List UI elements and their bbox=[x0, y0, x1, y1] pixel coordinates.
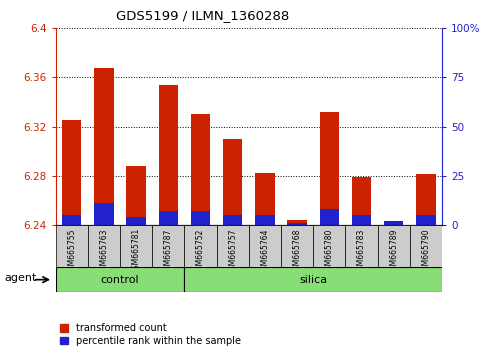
Bar bbox=[287, 220, 307, 225]
Text: silica: silica bbox=[299, 275, 327, 285]
Bar bbox=[255, 173, 274, 225]
Bar bbox=[320, 209, 339, 225]
Bar bbox=[345, 225, 378, 267]
Bar bbox=[191, 114, 210, 225]
Text: GSM665763: GSM665763 bbox=[99, 228, 108, 275]
Bar bbox=[94, 203, 114, 225]
Bar bbox=[216, 225, 249, 267]
Text: GSM665780: GSM665780 bbox=[325, 228, 334, 275]
Text: GSM665752: GSM665752 bbox=[196, 228, 205, 275]
Text: GSM665755: GSM665755 bbox=[67, 228, 76, 275]
Bar bbox=[158, 211, 178, 225]
Bar bbox=[281, 225, 313, 267]
Bar bbox=[320, 112, 339, 225]
Text: control: control bbox=[100, 275, 139, 285]
Text: agent: agent bbox=[5, 273, 37, 283]
Bar bbox=[127, 217, 146, 225]
Bar bbox=[62, 120, 81, 225]
Text: GSM665764: GSM665764 bbox=[260, 228, 270, 275]
Bar bbox=[152, 225, 185, 267]
Bar bbox=[313, 225, 345, 267]
Bar bbox=[416, 175, 436, 225]
Legend: transformed count, percentile rank within the sample: transformed count, percentile rank withi… bbox=[60, 323, 241, 346]
Bar bbox=[416, 215, 436, 225]
Bar bbox=[158, 85, 178, 225]
Bar bbox=[352, 215, 371, 225]
Bar bbox=[127, 166, 146, 225]
Bar bbox=[378, 225, 410, 267]
Bar bbox=[191, 211, 210, 225]
Bar bbox=[384, 221, 403, 225]
Bar bbox=[223, 139, 242, 225]
Bar bbox=[56, 225, 88, 267]
Bar bbox=[352, 177, 371, 225]
Bar bbox=[94, 68, 114, 225]
Text: GSM665789: GSM665789 bbox=[389, 228, 398, 275]
Bar bbox=[120, 225, 152, 267]
Bar bbox=[62, 215, 81, 225]
Text: GSM665757: GSM665757 bbox=[228, 228, 237, 275]
Text: GSM665783: GSM665783 bbox=[357, 228, 366, 275]
Bar bbox=[223, 215, 242, 225]
Text: GSM665781: GSM665781 bbox=[131, 228, 141, 274]
Bar bbox=[255, 215, 274, 225]
Bar bbox=[56, 267, 185, 292]
Bar bbox=[88, 225, 120, 267]
Text: GDS5199 / ILMN_1360288: GDS5199 / ILMN_1360288 bbox=[116, 9, 289, 22]
Bar bbox=[185, 267, 442, 292]
Bar bbox=[249, 225, 281, 267]
Bar bbox=[384, 222, 403, 225]
Bar bbox=[287, 223, 307, 225]
Bar bbox=[410, 225, 442, 267]
Text: GSM665790: GSM665790 bbox=[421, 228, 430, 275]
Bar bbox=[185, 225, 216, 267]
Text: GSM665787: GSM665787 bbox=[164, 228, 173, 275]
Text: GSM665768: GSM665768 bbox=[293, 228, 301, 275]
